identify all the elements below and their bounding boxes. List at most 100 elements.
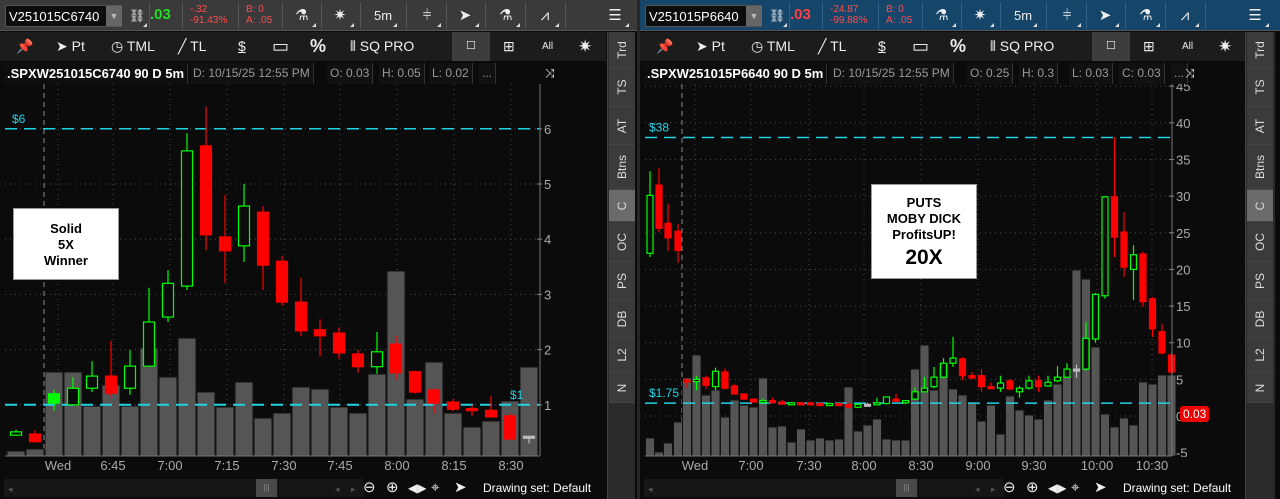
tab-c[interactable]: C xyxy=(1247,190,1273,222)
zoom-in-icon[interactable]: ⊕ xyxy=(1026,479,1039,496)
pin-icon[interactable]: 📌 xyxy=(16,38,34,54)
crosshair-icon[interactable]: ⌖ xyxy=(1071,479,1080,496)
trendline-button[interactable]: ╱ TL xyxy=(818,32,846,61)
pin-icon[interactable]: 📌 xyxy=(656,38,674,54)
drawing-tools-icon[interactable]: ⩘ xyxy=(1170,4,1200,28)
horizontal-scrollbar[interactable]: ◂ ||| ◂ ▸ xyxy=(4,479,364,497)
cursor-icon[interactable]: ➤ xyxy=(1094,479,1107,496)
tab-trd[interactable]: Trd xyxy=(1247,32,1273,68)
single-layout-button[interactable]: ☐ xyxy=(1092,32,1130,61)
gear-icon[interactable]: ✷ xyxy=(1218,37,1233,56)
tab-n[interactable]: N xyxy=(609,373,635,403)
all-button[interactable]: All xyxy=(1182,41,1194,52)
scroll-left-icon[interactable]: ◂ xyxy=(8,484,13,494)
tab-db[interactable]: DB xyxy=(609,300,635,338)
scroll-next-icon[interactable]: ▸ xyxy=(351,484,356,494)
tab-ps[interactable]: PS xyxy=(1247,262,1273,300)
cursor-icon[interactable]: ➤ xyxy=(454,479,467,496)
gear-icon[interactable]: ✷ xyxy=(578,37,593,56)
tab-oc[interactable]: OC xyxy=(609,222,635,262)
tab-c[interactable]: C xyxy=(609,190,635,222)
menu-icon[interactable]: ☰ xyxy=(600,4,630,28)
link-icon[interactable]: ⛓ xyxy=(126,4,148,28)
grid-layout-icon[interactable]: ⊞ xyxy=(503,38,515,54)
symbol-dropdown-button[interactable]: ▼ xyxy=(106,6,122,26)
candle-body xyxy=(768,400,777,404)
scroll-prev-icon[interactable]: ◂ xyxy=(335,484,340,494)
pointer-button[interactable]: ➤ Pt xyxy=(56,32,85,61)
scroll-left-icon[interactable]: ◂ xyxy=(648,484,653,494)
tab-ts[interactable]: TS xyxy=(1247,68,1273,107)
expand-collapse-icon[interactable]: ⤨ xyxy=(1185,66,1195,80)
candlestick-icon[interactable]: ⫩ xyxy=(1052,4,1082,28)
scroll-next-icon[interactable]: ▸ xyxy=(991,484,996,494)
drawing-set-selector[interactable]: Drawing set: Default xyxy=(1123,481,1232,495)
tml-button[interactable]: ◷ TML xyxy=(751,32,795,61)
gear-icon[interactable]: ✷ xyxy=(965,4,995,28)
percent-button[interactable]: % xyxy=(950,36,967,56)
gear-icon[interactable]: ✷ xyxy=(325,4,355,28)
drawing-set-selector[interactable]: Drawing set: Default xyxy=(483,481,592,495)
tab-btns[interactable]: Btns xyxy=(1247,145,1273,190)
tml-button[interactable]: ◷ TML xyxy=(111,32,155,61)
tab-trd[interactable]: Trd xyxy=(609,32,635,68)
tab-at[interactable]: AT xyxy=(1247,107,1273,145)
sq-pro-button[interactable]: ⫴ SQ PRO xyxy=(990,32,1054,61)
flask-icon[interactable]: ⚗ xyxy=(491,4,521,28)
zoom-in-icon[interactable]: ⊕ xyxy=(386,479,399,496)
tab-ps[interactable]: PS xyxy=(609,262,635,300)
scroll-prev-icon[interactable]: ◂ xyxy=(975,484,980,494)
symbol-dropdown-button[interactable]: ▼ xyxy=(746,6,762,26)
pan-arrows-icon[interactable]: ◀▶ xyxy=(1048,481,1067,495)
more-info[interactable]: ... xyxy=(479,63,497,84)
percent-button[interactable]: % xyxy=(310,36,327,56)
more-info[interactable]: ... xyxy=(1171,63,1189,84)
expand-collapse-icon[interactable]: ⤨ xyxy=(545,66,555,80)
pan-arrows-icon[interactable]: ◀▶ xyxy=(408,481,427,495)
price-chart[interactable]: -5 0 5 10 15 20 25 30 35 40 45 $38 $1.75 xyxy=(645,84,1245,457)
horizontal-scrollbar[interactable]: ◂ ||| ◂ ▸ xyxy=(644,479,1004,497)
interval-button[interactable]: 5m xyxy=(368,4,398,28)
tab-oc[interactable]: OC xyxy=(1247,222,1273,262)
volume-bar xyxy=(720,416,730,457)
tab-label: N xyxy=(615,383,629,392)
link-icon[interactable]: ⛓ xyxy=(766,4,788,28)
grid-layout-icon[interactable]: ⊞ xyxy=(1143,38,1155,54)
price-level-icon[interactable]: $ xyxy=(238,38,246,54)
interval-button[interactable]: 5m xyxy=(1008,4,1038,28)
scroll-thumb[interactable]: ||| xyxy=(896,479,917,497)
cursor-icon[interactable]: ➤ xyxy=(1090,4,1120,28)
candlestick-icon[interactable]: ⫩ xyxy=(412,4,442,28)
scroll-thumb[interactable]: ||| xyxy=(256,479,277,497)
tab-ts[interactable]: TS xyxy=(609,68,635,107)
zoom-out-icon[interactable]: ⊖ xyxy=(363,479,376,496)
tab-at[interactable]: AT xyxy=(609,107,635,145)
zoom-out-icon[interactable]: ⊖ xyxy=(1003,479,1016,496)
flask-icon[interactable]: ⚗ xyxy=(287,4,317,28)
sq-pro-button[interactable]: ⫴ SQ PRO xyxy=(350,32,414,61)
trendline-button[interactable]: ╱ TL xyxy=(178,32,206,61)
tab-btns[interactable]: Btns xyxy=(609,145,635,190)
tab-db[interactable]: DB xyxy=(1247,300,1273,338)
crosshair-icon[interactable]: ⌖ xyxy=(431,479,440,496)
all-button[interactable]: All xyxy=(542,41,554,52)
menu-icon[interactable]: ☰ xyxy=(1240,4,1270,28)
chart-footer: ◂ ||| ◂ ▸ ⊖ ⊕ ◀▶ ⌖ ➤ Drawing set: Defaul… xyxy=(0,478,606,498)
symbol-input[interactable]: V251015P6640 xyxy=(645,5,762,27)
tab-l2[interactable]: L2 xyxy=(609,338,635,373)
symbol-input[interactable]: V251015C6740 xyxy=(5,5,122,27)
flask-icon[interactable]: ⚗ xyxy=(1131,4,1161,28)
pointer-button[interactable]: ➤ Pt xyxy=(696,32,725,61)
rectangle-icon[interactable]: ▭ xyxy=(912,36,930,56)
drawing-tools-icon[interactable]: ⩘ xyxy=(530,4,560,28)
volume-bar xyxy=(824,439,835,457)
single-layout-button[interactable]: ☐ xyxy=(452,32,490,61)
price-level-icon[interactable]: $ xyxy=(878,38,886,54)
tab-l2[interactable]: L2 xyxy=(1247,338,1273,373)
cursor-icon[interactable]: ➤ xyxy=(450,4,480,28)
rectangle-icon[interactable]: ▭ xyxy=(272,36,290,56)
tab-n[interactable]: N xyxy=(1247,373,1273,403)
price-tick-label: 25 xyxy=(1176,226,1190,241)
flask-icon[interactable]: ⚗ xyxy=(927,4,957,28)
change-value: -24.87 xyxy=(830,4,859,15)
